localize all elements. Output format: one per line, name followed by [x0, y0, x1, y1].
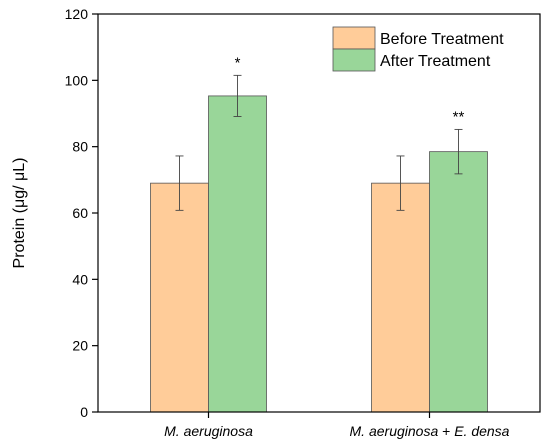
y-axis-title: Protein (μg/ μL) [11, 158, 28, 269]
category-label-part: + [438, 423, 454, 439]
legend: Before Treatment After Treatment [332, 26, 504, 72]
y-tick-label: 100 [65, 72, 89, 88]
legend-label: Before Treatment [380, 31, 504, 48]
significance-layer: *** [235, 54, 465, 125]
bar [150, 182, 209, 413]
bars-layer [150, 95, 488, 413]
y-tick-label: 80 [72, 139, 88, 155]
y-tick-label: 60 [72, 205, 88, 221]
y-tick-label: 20 [72, 338, 88, 354]
x-category-label: M. aeruginosa + E. densa [350, 423, 510, 439]
significance-marker: * [235, 54, 241, 71]
category-label-part: M. aeruginosa [164, 423, 253, 439]
y-axis: 0 20 40 60 80 100 120 [65, 6, 98, 420]
y-tick-label: 40 [72, 271, 88, 287]
legend-swatch [332, 48, 376, 72]
x-axis: M. aeruginosa M. aeruginosa + E. densa [164, 412, 510, 439]
legend-swatch [332, 26, 376, 50]
y-tick-label: 0 [80, 404, 88, 420]
bar [371, 182, 430, 413]
bar [208, 95, 267, 413]
significance-marker: ** [453, 108, 465, 125]
category-label-part: M. aeruginosa [350, 423, 439, 439]
y-tick-label: 120 [65, 6, 89, 22]
bar [429, 151, 488, 413]
error-bars-layer [175, 74, 463, 211]
legend-label: After Treatment [380, 53, 491, 70]
x-category-label: M. aeruginosa [164, 423, 253, 439]
category-label-part: E. densa [454, 423, 509, 439]
